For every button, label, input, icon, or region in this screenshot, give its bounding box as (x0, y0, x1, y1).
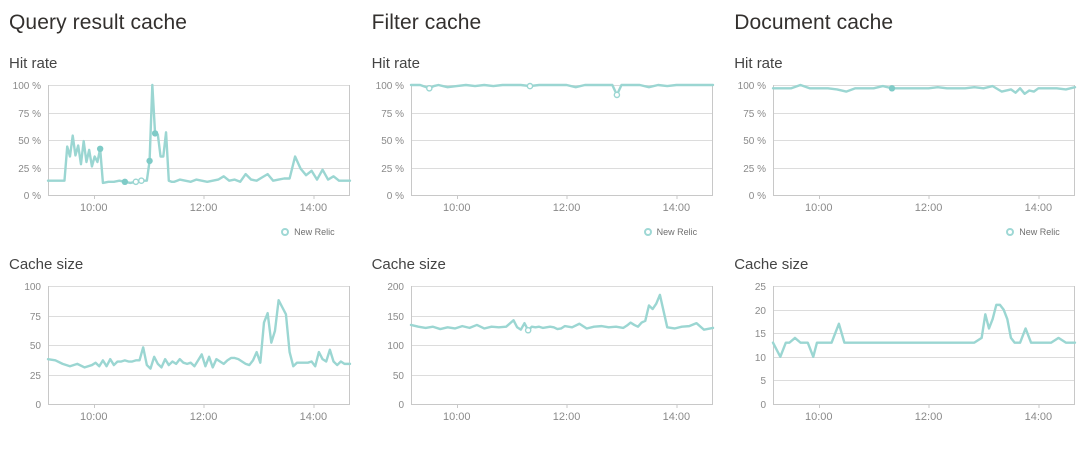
svg-text:10:00: 10:00 (443, 202, 471, 214)
svg-text:14:00: 14:00 (300, 411, 328, 423)
svg-text:100 %: 100 % (738, 81, 766, 92)
svg-text:0: 0 (761, 400, 767, 411)
plot-filter-cache-size[interactable]: 0 50 100 150 200 10:00 12:00 14:00 (363, 280, 718, 428)
plot-document-hit-rate[interactable]: 0 % 25 % 50 % 75 % 100 % 10:00 12:00 14:00 (725, 79, 1080, 219)
svg-text:14:00: 14:00 (662, 411, 690, 423)
svg-text:14:00: 14:00 (1025, 202, 1053, 214)
svg-text:75 %: 75 % (18, 109, 41, 120)
line-chart-filter-hit-rate[interactable]: 0 % 25 % 50 % 75 % 100 % 10:00 12:00 14:00 (363, 79, 718, 219)
line-chart-filter-cache-size[interactable]: 0 50 100 150 200 10:00 12:00 14:00 (363, 280, 718, 428)
svg-text:100: 100 (387, 341, 404, 352)
svg-text:75 %: 75 % (381, 109, 404, 120)
svg-text:0 %: 0 % (24, 191, 41, 202)
svg-text:5: 5 (761, 376, 767, 387)
svg-text:150: 150 (387, 312, 404, 323)
svg-text:100 %: 100 % (13, 81, 41, 92)
svg-text:15: 15 (755, 329, 767, 340)
legend-document-hit-rate: New Relic (725, 225, 1088, 239)
legend-label-new-relic: New Relic (656, 227, 698, 237)
panel-query-result-cache: Query result cache Hit rate 0 % 25 % 50 % 7… (0, 0, 363, 454)
svg-text:10:00: 10:00 (443, 411, 471, 423)
svg-text:0 %: 0 % (749, 191, 766, 202)
svg-text:14:00: 14:00 (1025, 411, 1053, 423)
svg-text:10:00: 10:00 (805, 411, 833, 423)
svg-text:12:00: 12:00 (552, 202, 580, 214)
chart-block-hit-rate-filter: Hit rate 0 % 25 % 50 % 75 % 100 % 10:00 12:00 1… (363, 55, 726, 239)
legend-label-new-relic: New Relic (294, 227, 335, 237)
chart-block-cache-size-document: Cache size 0 5 10 15 20 25 10:00 12:00 14:00 (725, 256, 1088, 428)
page-title-filter-cache: Filter cache (371, 11, 482, 34)
svg-text:200: 200 (387, 282, 404, 293)
svg-text:75 %: 75 % (743, 109, 766, 120)
page-title-query-result-cache: Query result cache (9, 11, 188, 34)
circle-outline-icon (281, 228, 290, 236)
line-chart-document-hit-rate[interactable]: 0 % 25 % 50 % 75 % 100 % 10:00 12:00 14:00 (725, 79, 1080, 219)
chart-heading-cache-size: Cache size (371, 256, 446, 273)
page-title-document-cache: Document cache (734, 11, 894, 34)
svg-text:0: 0 (398, 400, 404, 411)
line-chart-query-hit-rate[interactable]: 0 % 25 % 50 % 75 % 100 % 10:00 12:00 14:00 (0, 79, 355, 219)
chart-heading-hit-rate: Hit rate (371, 55, 420, 72)
svg-text:50 %: 50 % (381, 136, 404, 147)
svg-text:12:00: 12:00 (552, 411, 580, 423)
chart-block-cache-size-filter: Cache size 0 50 100 150 200 10:00 12:00 14:00 (363, 256, 726, 428)
svg-text:0 %: 0 % (386, 191, 403, 202)
svg-text:20: 20 (755, 306, 767, 317)
svg-text:12:00: 12:00 (190, 411, 218, 423)
svg-text:0: 0 (35, 400, 41, 411)
chart-block-hit-rate-query: Hit rate 0 % 25 % 50 % 75 % 100 % 10:00 12:00 1… (0, 55, 363, 239)
svg-text:10:00: 10:00 (80, 202, 108, 214)
svg-text:25: 25 (755, 282, 767, 293)
legend-filter-hit-rate: New Relic (363, 225, 726, 239)
line-chart-document-cache-size[interactable]: 0 5 10 15 20 25 10:00 12:00 14:00 (725, 280, 1080, 428)
svg-text:25 %: 25 % (743, 164, 766, 175)
svg-text:14:00: 14:00 (662, 202, 690, 214)
svg-text:50: 50 (392, 371, 404, 382)
chart-heading-cache-size: Cache size (9, 256, 84, 273)
svg-text:10:00: 10:00 (805, 202, 833, 214)
panel-filter-cache: Filter cache Hit rate 0 % 25 % 50 % 75 % 100… (363, 0, 726, 454)
svg-text:50 %: 50 % (18, 136, 41, 147)
svg-text:14:00: 14:00 (300, 202, 328, 214)
plot-query-cache-size[interactable]: 0 25 50 75 100 10:00 12:00 14:00 (0, 280, 355, 428)
svg-text:25 %: 25 % (18, 164, 41, 175)
svg-text:12:00: 12:00 (915, 202, 943, 214)
chart-block-hit-rate-document: Hit rate 0 % 25 % 50 % 75 % 100 % 10:00 12:00 1… (725, 55, 1088, 239)
plot-query-hit-rate[interactable]: 0 % 25 % 50 % 75 % 100 % 10:00 12:00 14:00 (0, 79, 355, 219)
circle-outline-icon (1006, 228, 1015, 236)
svg-text:50: 50 (30, 341, 42, 352)
chart-heading-hit-rate: Hit rate (734, 55, 783, 72)
svg-text:100: 100 (24, 282, 41, 293)
panel-document-cache: Document cache Hit rate 0 % 25 % 50 % 75 % 1… (725, 0, 1088, 454)
svg-text:10: 10 (755, 353, 767, 364)
circle-outline-icon (643, 228, 652, 236)
svg-text:10:00: 10:00 (80, 411, 108, 423)
legend-label-new-relic: New Relic (1019, 227, 1060, 237)
svg-text:25: 25 (30, 371, 42, 382)
svg-text:75: 75 (30, 312, 42, 323)
line-chart-query-cache-size[interactable]: 0 25 50 75 100 10:00 12:00 14:00 (0, 280, 355, 428)
chart-heading-cache-size: Cache size (734, 256, 809, 273)
svg-text:12:00: 12:00 (190, 202, 218, 214)
svg-text:50 %: 50 % (743, 136, 766, 147)
legend-query-hit-rate: New Relic (0, 225, 363, 239)
svg-text:12:00: 12:00 (915, 411, 943, 423)
chart-heading-hit-rate: Hit rate (9, 55, 58, 72)
svg-text:100 %: 100 % (375, 81, 403, 92)
plot-filter-hit-rate[interactable]: 0 % 25 % 50 % 75 % 100 % 10:00 12:00 14:00 (363, 79, 718, 219)
chart-block-cache-size-query: Cache size 0 25 50 75 100 10:00 12:00 14:00 (0, 256, 363, 428)
svg-text:25 %: 25 % (381, 164, 404, 175)
plot-document-cache-size[interactable]: 0 5 10 15 20 25 10:00 12:00 14:00 (725, 280, 1080, 428)
